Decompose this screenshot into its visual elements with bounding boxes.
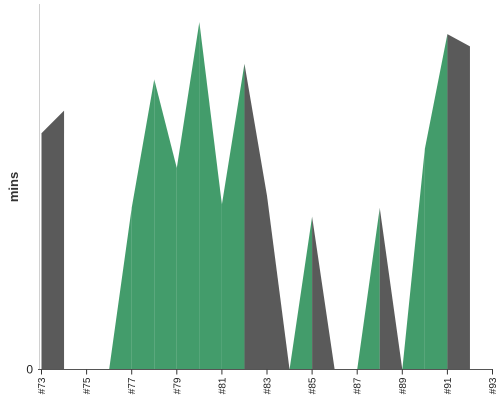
- area-segment-78: [131, 79, 155, 370]
- area-segments: [41, 22, 470, 370]
- x-tick-label: #83: [263, 377, 274, 394]
- area-segment-79: [154, 79, 177, 370]
- area-segment-84: [267, 195, 290, 370]
- y-ticks: 0: [26, 363, 33, 377]
- area-segment-80: [176, 22, 200, 370]
- x-tick-label: #93: [488, 377, 499, 394]
- area-segment-86: [312, 216, 335, 370]
- area-segment-88: [357, 207, 380, 370]
- area-segment-92: [447, 34, 470, 370]
- x-tick-label: #75: [82, 377, 93, 394]
- area-segment-85: [289, 216, 313, 370]
- area-segment-81: [199, 22, 222, 370]
- area-segment-82: [221, 63, 245, 370]
- area-segment-91: [424, 34, 448, 370]
- x-tick-label: #81: [217, 377, 228, 394]
- y-tick-label: 0: [26, 363, 33, 377]
- x-tick-label: #85: [308, 377, 319, 394]
- x-tick-label: #73: [37, 377, 48, 394]
- area-segment-90: [402, 148, 425, 370]
- x-tick-label: #79: [172, 377, 183, 394]
- area-segment-74: [41, 110, 65, 370]
- x-ticks: #73 #75 #77 #79 #81 #83 #85 #87 #89 #91 #93: [37, 369, 499, 394]
- x-tick-label: #87: [353, 377, 364, 394]
- area-segment-89: [379, 207, 403, 370]
- area-segment-77: [109, 207, 132, 370]
- x-tick-label: #91: [443, 377, 454, 394]
- area-segment-83: [244, 63, 267, 370]
- x-tick-label: #89: [398, 377, 409, 394]
- x-tick-label: #77: [127, 377, 138, 394]
- y-axis-label: mins: [6, 172, 21, 202]
